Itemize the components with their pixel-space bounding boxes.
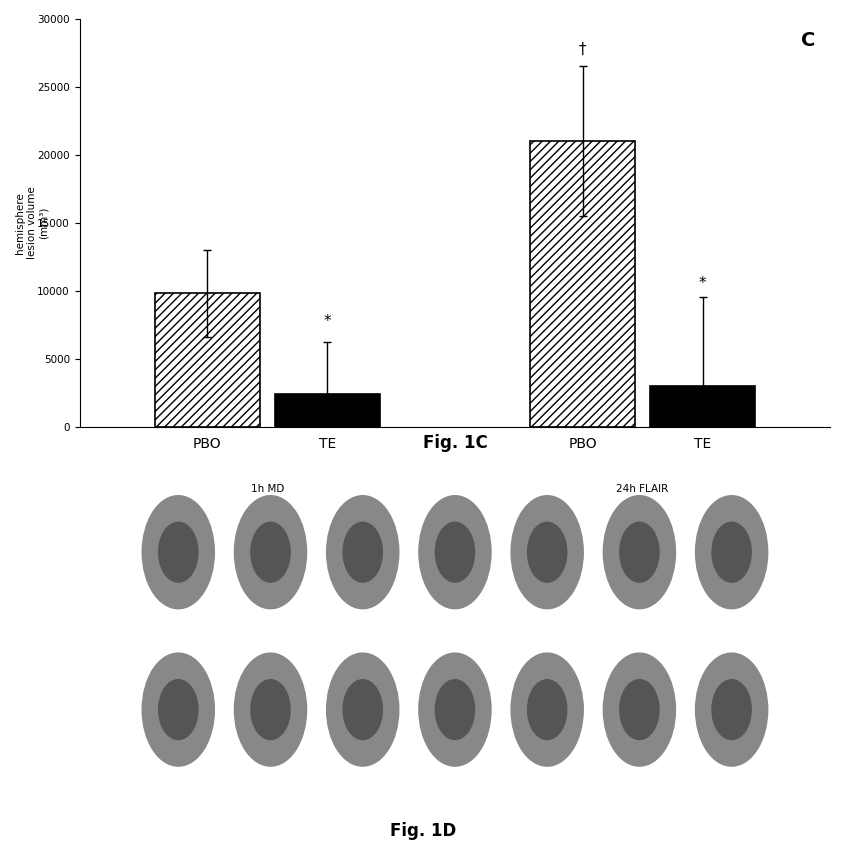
Bar [650, 386, 755, 427]
Ellipse shape [142, 653, 215, 766]
Ellipse shape [603, 653, 675, 766]
Ellipse shape [435, 522, 474, 583]
Ellipse shape [251, 680, 290, 739]
Ellipse shape [435, 680, 474, 739]
Ellipse shape [234, 653, 307, 766]
Ellipse shape [711, 522, 751, 583]
Ellipse shape [619, 680, 659, 739]
Ellipse shape [603, 496, 675, 609]
Ellipse shape [619, 522, 659, 583]
Ellipse shape [234, 496, 307, 609]
Text: TE: TE [87, 703, 103, 717]
Text: Fig. 1D: Fig. 1D [390, 822, 455, 840]
Bar [275, 394, 379, 427]
Ellipse shape [695, 653, 767, 766]
Bar [530, 142, 635, 427]
Text: C: C [800, 31, 815, 50]
Ellipse shape [419, 653, 491, 766]
Text: *: * [324, 314, 331, 329]
Ellipse shape [711, 680, 751, 739]
Ellipse shape [251, 522, 290, 583]
Ellipse shape [695, 496, 767, 609]
Ellipse shape [419, 496, 491, 609]
Ellipse shape [511, 496, 583, 609]
Text: *: * [699, 276, 706, 291]
Ellipse shape [343, 522, 382, 583]
Bar [155, 293, 259, 427]
Ellipse shape [159, 522, 198, 583]
Ellipse shape [511, 653, 583, 766]
Ellipse shape [343, 680, 382, 739]
Text: 1h MD: 1h MD [250, 484, 284, 494]
Text: D: D [87, 476, 99, 489]
Text: †: † [579, 42, 586, 57]
Ellipse shape [159, 680, 198, 739]
Ellipse shape [326, 653, 399, 766]
Ellipse shape [326, 496, 399, 609]
Text: PBO: PBO [87, 546, 113, 559]
Ellipse shape [527, 522, 567, 583]
Text: Fig. 1C: Fig. 1C [422, 433, 488, 451]
Ellipse shape [142, 496, 215, 609]
Ellipse shape [527, 680, 567, 739]
Text: 24h FLAIR: 24h FLAIR [616, 484, 668, 494]
Y-axis label: hemisphere
lesion volume
(mm³): hemisphere lesion volume (mm³) [15, 187, 48, 259]
